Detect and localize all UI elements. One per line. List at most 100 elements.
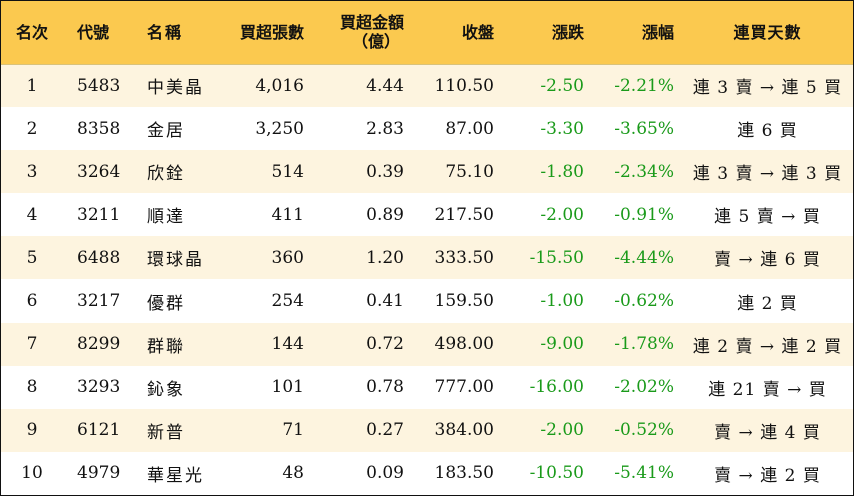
cell-change-pct: -1.78% — [614, 334, 674, 355]
cell-consecutive-days: 連 2 買 — [737, 293, 798, 314]
cell-consecutive-days: 賣 → 連 6 買 — [714, 250, 821, 271]
cell-change-pct: -5.41% — [614, 463, 674, 484]
table-header-row: 名次 代號 名稱 買超張數 買超金額 （億） 收盤 漲跌 漲幅 連買天數 — [1, 1, 853, 65]
cell-name: 優群 — [147, 293, 185, 314]
cell-buy-amount: 0.89 — [366, 204, 404, 225]
cell-change-pct: -4.44% — [614, 247, 674, 268]
cell-buy-shares: 411 — [271, 204, 304, 225]
cell-buy-shares: 71 — [282, 420, 304, 441]
table-row: 4 3211 順達 411 0.89 217.50 -2.00 -0.91% 連 5 賣 → 買 — [1, 193, 853, 237]
cell-close: 183.50 — [434, 463, 494, 484]
cell-change: -1.80 — [540, 161, 584, 182]
table-row: 9 6121 新普 71 0.27 384.00 -2.00 -0.52% 賣 → 連 4 買 — [1, 408, 853, 452]
cell-buy-shares: 360 — [271, 247, 304, 268]
cell-buy-amount: 0.39 — [366, 161, 404, 182]
cell-close: 777.00 — [434, 377, 494, 398]
cell-name: 鈊象 — [147, 379, 185, 400]
cell-change: -9.00 — [540, 334, 584, 355]
cell-change: -2.50 — [540, 75, 584, 96]
cell-change: -3.30 — [540, 118, 584, 139]
cell-code: 3217 — [77, 291, 121, 312]
cell-buy-shares: 101 — [271, 377, 304, 398]
cell-change-pct: -2.34% — [614, 161, 674, 182]
cell-name: 中美晶 — [147, 78, 204, 99]
cell-name: 欣銓 — [147, 164, 185, 185]
cell-name: 新普 — [147, 422, 185, 443]
col-header-change-pct: 漲幅 — [592, 1, 682, 65]
col-header-change: 漲跌 — [502, 1, 592, 65]
cell-consecutive-days: 賣 → 連 4 買 — [714, 422, 821, 443]
cell-change: -15.50 — [529, 247, 584, 268]
cell-name: 華星光 — [147, 465, 204, 486]
cell-close: 384.00 — [434, 420, 494, 441]
col-header-consecutive-days: 連買天數 — [682, 1, 853, 65]
table-row: 2 8358 金居 3,250 2.83 87.00 -3.30 -3.65% 連 6 買 — [1, 107, 853, 151]
cell-rank: 9 — [26, 420, 38, 441]
cell-code: 6488 — [77, 247, 121, 268]
cell-buy-amount: 0.78 — [366, 377, 404, 398]
cell-buy-shares: 4,016 — [255, 75, 304, 96]
table-row: 10 4979 華星光 48 0.09 183.50 -10.50 -5.41% 賣 → 連 2… — [1, 451, 853, 495]
cell-buy-shares: 3,250 — [255, 118, 304, 139]
table-row: 6 3217 優群 254 0.41 159.50 -1.00 -0.62% 連 2 買 — [1, 279, 853, 323]
cell-consecutive-days: 連 2 賣 → 連 2 買 — [692, 336, 843, 357]
cell-close: 498.00 — [434, 334, 494, 355]
cell-rank: 6 — [26, 291, 38, 312]
table-row: 1 5483 中美晶 4,016 4.44 110.50 -2.50 -2.21% 連 3 賣 … — [1, 64, 853, 108]
cell-change-pct: -0.62% — [614, 291, 674, 312]
cell-close: 87.00 — [445, 118, 494, 139]
cell-close: 159.50 — [434, 291, 494, 312]
table-row: 3 3264 欣銓 514 0.39 75.10 -1.80 -2.34% 連 3 賣 → 連 … — [1, 150, 853, 194]
cell-buy-amount: 0.72 — [366, 334, 404, 355]
cell-consecutive-days: 連 6 買 — [737, 121, 798, 142]
col-header-buy-amount-line1: 買超金額 — [339, 13, 404, 33]
cell-buy-amount: 0.27 — [366, 420, 404, 441]
col-header-buy-amount: 買超金額 （億） — [312, 1, 412, 65]
col-header-rank: 名次 — [1, 1, 63, 65]
cell-code: 5483 — [77, 75, 121, 96]
cell-change-pct: -0.52% — [614, 420, 674, 441]
cell-buy-amount: 2.83 — [366, 118, 404, 139]
cell-close: 75.10 — [445, 161, 494, 182]
cell-rank: 2 — [26, 118, 38, 139]
cell-buy-amount: 0.09 — [366, 463, 404, 484]
col-header-buy-amount-line2: （億） — [351, 32, 400, 52]
cell-name: 順達 — [147, 207, 185, 228]
cell-code: 3264 — [77, 161, 121, 182]
cell-buy-amount: 4.44 — [366, 75, 404, 96]
cell-change-pct: -2.02% — [614, 377, 674, 398]
cell-buy-shares: 514 — [271, 161, 304, 182]
col-header-name: 名稱 — [133, 1, 221, 65]
cell-close: 217.50 — [434, 204, 494, 225]
cell-change: -10.50 — [529, 463, 584, 484]
col-header-buy-shares: 買超張數 — [221, 1, 312, 65]
cell-consecutive-days: 連 5 賣 → 買 — [714, 207, 821, 228]
cell-name: 金居 — [147, 121, 185, 142]
cell-consecutive-days: 連 21 賣 → 買 — [708, 379, 827, 400]
cell-change-pct: -3.65% — [614, 118, 674, 139]
cell-name: 群聯 — [147, 336, 185, 357]
cell-change-pct: -2.21% — [614, 75, 674, 96]
cell-consecutive-days: 連 3 賣 → 連 5 買 — [692, 78, 843, 99]
cell-code: 3211 — [77, 204, 121, 225]
cell-consecutive-days: 賣 → 連 2 買 — [714, 465, 821, 486]
cell-code: 6121 — [77, 420, 121, 441]
cell-name: 環球晶 — [147, 250, 204, 271]
table-row: 5 6488 環球晶 360 1.20 333.50 -15.50 -4.44% 賣 → 連 6… — [1, 236, 853, 280]
cell-rank: 10 — [21, 463, 43, 484]
cell-close: 110.50 — [434, 75, 494, 96]
cell-consecutive-days: 連 3 賣 → 連 3 買 — [692, 164, 843, 185]
table-row: 8 3293 鈊象 101 0.78 777.00 -16.00 -2.02% 連 21 賣 →… — [1, 365, 853, 409]
cell-buy-shares: 254 — [271, 291, 304, 312]
cell-code: 3293 — [77, 377, 121, 398]
cell-close: 333.50 — [434, 247, 494, 268]
cell-code: 8358 — [77, 118, 121, 139]
cell-rank: 1 — [26, 75, 38, 96]
cell-change: -2.00 — [540, 204, 584, 225]
col-header-close: 收盤 — [412, 1, 502, 65]
cell-rank: 3 — [26, 161, 38, 182]
cell-rank: 4 — [26, 204, 38, 225]
cell-change: -16.00 — [529, 377, 584, 398]
